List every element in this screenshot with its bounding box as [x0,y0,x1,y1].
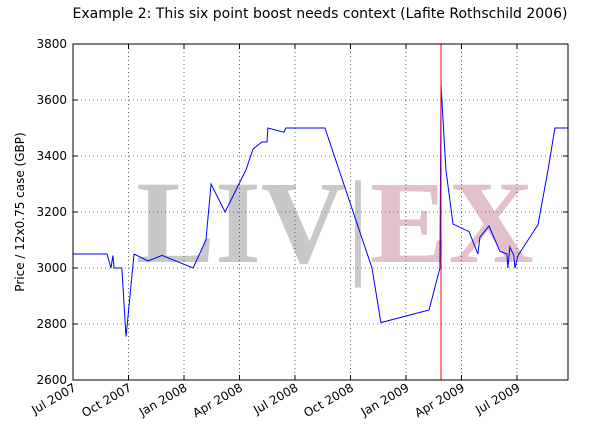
y-tick-label: 3800 [36,37,67,51]
x-tick-label: Oct 2008 [301,380,356,420]
chart-title: Example 2: This six point boost needs co… [73,6,568,22]
y-axis-label: Price / 12x0.75 case (GBP) [13,132,27,291]
y-tick-label: 3600 [36,93,67,107]
y-tick-label: 3200 [36,205,67,219]
watermark-part: | [346,157,370,288]
x-tick-label: Jan 2008 [136,380,190,419]
y-tick-label: 3400 [36,149,67,163]
x-tick-label: Apr 2008 [190,380,245,420]
watermark-part: LIV [136,157,346,288]
x-tick-label: Jul 2008 [250,380,300,417]
watermark: LIV|EX [136,157,533,288]
x-tick-label: Jul 2009 [472,380,522,417]
y-tick-label: 2800 [36,317,67,331]
x-tick-label: Apr 2009 [412,380,467,420]
price-line [73,84,568,337]
x-tick-label: Oct 2007 [79,380,134,420]
x-tick-label: Jan 2009 [358,380,412,419]
y-tick-label: 3000 [36,261,67,275]
y-tick-label: 2600 [36,373,67,387]
watermark-part: EX [370,157,534,288]
plot-frame [72,43,569,381]
